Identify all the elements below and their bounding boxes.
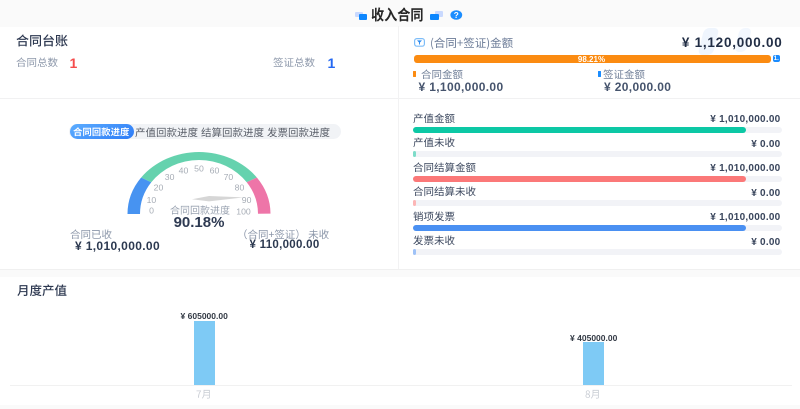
- svg-text:70: 70: [224, 172, 234, 182]
- svg-text:?: ?: [454, 11, 459, 20]
- svg-text:20: 20: [154, 182, 164, 192]
- svg-text:60: 60: [210, 166, 220, 176]
- svg-text:40: 40: [179, 166, 189, 176]
- svg-text:30: 30: [165, 172, 175, 182]
- svg-text:90: 90: [242, 195, 252, 205]
- svg-text:0: 0: [149, 206, 154, 216]
- svg-text:10: 10: [147, 195, 157, 205]
- svg-text:50: 50: [194, 164, 204, 174]
- svg-text:80: 80: [235, 182, 245, 192]
- svg-text:100: 100: [236, 207, 251, 217]
